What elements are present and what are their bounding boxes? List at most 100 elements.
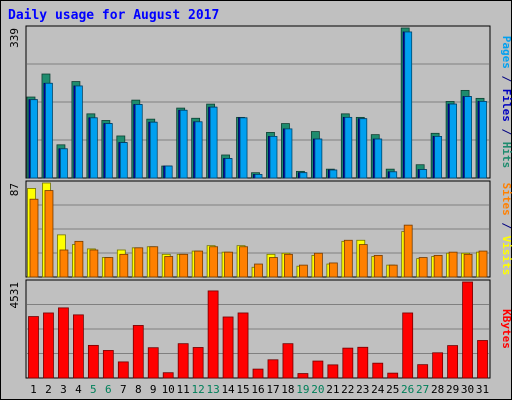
bar-sites (343, 239, 353, 278)
bar-kbytes (327, 364, 339, 379)
x-tick-label: 25 (386, 383, 399, 396)
bar-sites (134, 247, 144, 278)
bar-pages (419, 169, 428, 179)
chart-title: Daily usage for August 2017 (8, 8, 219, 23)
bar-sites (209, 246, 219, 278)
bar-pages (75, 85, 83, 179)
bar-kbytes (267, 359, 279, 379)
legend-separator: / (500, 69, 512, 89)
bar-kbytes (147, 347, 159, 379)
bar-sites (89, 249, 99, 278)
x-tick-label: 23 (356, 383, 369, 396)
bar-kbytes (162, 372, 174, 379)
bar-kbytes (132, 325, 144, 379)
bar-pages (404, 31, 413, 179)
bar-sites (254, 263, 263, 278)
bar-kbytes (462, 281, 473, 379)
bar-sites (224, 251, 233, 278)
bar-kbytes (447, 345, 458, 379)
bar-pages (164, 165, 173, 179)
x-tick-label: 10 (162, 383, 175, 396)
bar-pages (239, 117, 248, 179)
bar-pages (359, 118, 368, 179)
bar-sites (44, 190, 54, 278)
y-axis-legend-usage: Pages / Files / Hits (500, 36, 512, 169)
bar-pages (479, 101, 487, 179)
bar-kbytes (43, 312, 54, 379)
bar-kbytes (387, 372, 399, 379)
bar-pages (89, 117, 98, 179)
x-tick-label: 20 (311, 383, 324, 396)
bar-pages (254, 174, 263, 179)
bar-sites (463, 253, 473, 278)
bar-kbytes (28, 316, 39, 379)
bar-sites (164, 256, 174, 278)
bar-pages (119, 142, 128, 179)
x-tick-label: 15 (236, 383, 249, 396)
legend-separator: / (500, 216, 512, 236)
legend-series-label: Hits (500, 142, 512, 169)
bar-kbytes (117, 361, 129, 379)
legend-series-label: KBytes (500, 309, 512, 349)
x-tick-label: 5 (90, 383, 97, 396)
x-tick-label: 4 (75, 383, 82, 396)
bar-kbytes (237, 312, 249, 379)
bar-sites (478, 250, 488, 278)
legend-separator: / (500, 122, 512, 142)
bar-sites (29, 198, 39, 278)
bar-sites (313, 252, 323, 278)
bar-pages (149, 121, 158, 179)
x-tick-label: 31 (476, 383, 489, 396)
x-tick-label: 26 (401, 383, 414, 396)
bar-kbytes (342, 347, 354, 379)
bar-sites (448, 251, 458, 278)
bar-kbytes (477, 340, 488, 379)
x-tick-label: 13 (206, 383, 219, 396)
bar-sites (433, 254, 443, 278)
x-tick-label: 2 (45, 383, 52, 396)
bar-sites (149, 246, 159, 278)
bar-sites (299, 264, 308, 278)
bar-pages (269, 136, 278, 179)
x-tick-label: 14 (221, 383, 235, 396)
bar-kbytes (192, 347, 204, 379)
bar-kbytes (432, 352, 444, 379)
bar-sites (388, 264, 398, 278)
x-tick-label: 1 (30, 383, 37, 396)
bar-pages (314, 138, 323, 179)
x-tick-label: 21 (326, 383, 339, 396)
legend-series-label: Sites (500, 183, 512, 216)
bar-kbytes (252, 368, 264, 379)
bar-sites (119, 253, 129, 278)
x-tick-label: 6 (105, 383, 112, 396)
bar-sites (59, 249, 69, 278)
x-tick-label: 28 (431, 383, 444, 396)
bar-pages (60, 148, 68, 179)
bar-pages (344, 116, 353, 179)
y-axis-legend-kbytes: KBytes (500, 309, 512, 349)
bar-kbytes (372, 362, 384, 379)
x-tick-label: 12 (192, 383, 205, 396)
bar-kbytes (87, 344, 99, 379)
x-tick-label: 16 (251, 383, 264, 396)
bar-pages (179, 109, 188, 179)
panel-usage: 339 Pages / Files / Hits (8, 25, 512, 179)
x-tick-label: 19 (296, 383, 309, 396)
bar-pages (299, 172, 308, 179)
x-tick-label: 29 (446, 383, 459, 396)
bar-pages (104, 123, 113, 179)
bar-pages (329, 169, 338, 179)
bar-kbytes (357, 346, 369, 379)
bar-pages (45, 82, 53, 179)
bar-sites (418, 257, 428, 278)
bar-sites (358, 244, 368, 278)
x-tick-label: 8 (135, 383, 142, 396)
bar-kbytes (417, 364, 429, 379)
bar-kbytes (297, 373, 309, 379)
bar-sites (284, 253, 293, 278)
bar-sites (403, 224, 413, 278)
bar-pages (389, 171, 398, 179)
bar-kbytes (58, 307, 69, 379)
bar-pages (209, 106, 218, 179)
